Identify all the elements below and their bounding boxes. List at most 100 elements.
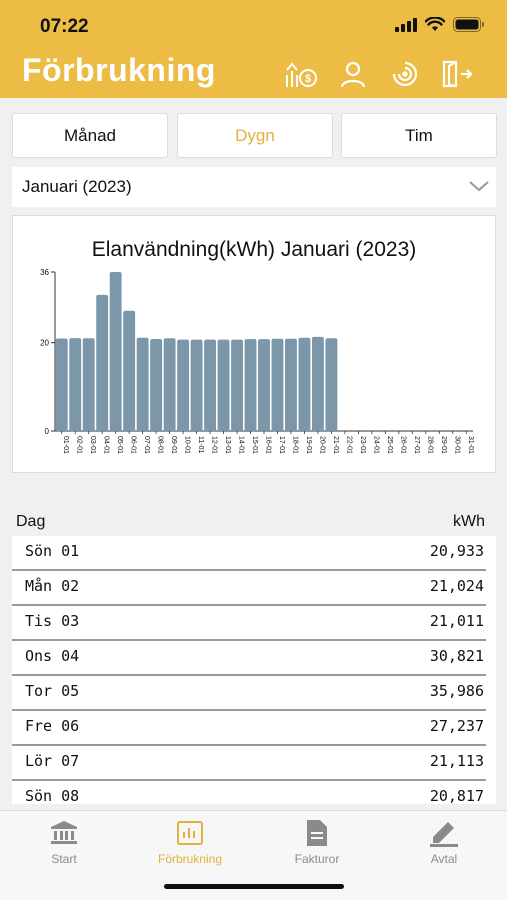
list-item: Tis 03 21,011: [12, 606, 486, 641]
x-tick-label: 31-01: [467, 436, 474, 454]
tab-forbrukning[interactable]: Förbrukning: [135, 819, 245, 866]
x-tick-label: 26-01: [399, 436, 406, 454]
chart-bar: [150, 339, 163, 431]
chart-bar: [190, 339, 203, 431]
chart-bar: [312, 336, 324, 431]
x-tick-label: 03-01: [89, 436, 96, 454]
segment-dygn[interactable]: Dygn: [177, 113, 333, 158]
x-tick-label: 20-01: [318, 436, 325, 454]
segment-tim[interactable]: Tim: [341, 113, 497, 158]
user-icon[interactable]: [336, 58, 370, 90]
column-header-kwh: kWh: [453, 513, 485, 530]
x-tick-label: 08-01: [157, 436, 164, 454]
x-tick-label: 29-01: [440, 436, 447, 454]
x-tick-label: 28-01: [426, 436, 433, 454]
row-value: 35,986: [429, 682, 484, 700]
row-day: Sön 08: [25, 787, 80, 804]
x-tick-label: 30-01: [453, 436, 460, 454]
home-indicator: [164, 884, 344, 889]
status-icons: [395, 17, 485, 32]
list-item: Lör 07 21,113: [12, 746, 486, 781]
row-day: Mån 02: [25, 577, 80, 595]
row-value: 21,011: [429, 612, 484, 630]
battery-icon: [453, 17, 484, 32]
x-tick-label: 05-01: [116, 436, 123, 454]
tab-label-fakturor: Fakturor: [294, 852, 340, 866]
x-tick-label: 15-01: [251, 436, 258, 454]
period-select[interactable]: Januari (2023): [12, 167, 496, 207]
chart-bar: [244, 339, 257, 431]
location-swirl-icon[interactable]: [388, 58, 422, 90]
chart-card: Elanvändning(kWh) Januari (2023) 0 20 36 01…: [12, 215, 496, 473]
row-day: Ons 04: [25, 647, 80, 665]
document-icon: [307, 820, 327, 846]
page-title: Förbrukning: [22, 52, 216, 88]
list-item: Ons 04 30,821: [12, 641, 486, 676]
row-day: Tis 03: [25, 612, 80, 630]
column-header-day: Dag: [16, 513, 46, 530]
y-tick-label: 20: [40, 339, 49, 348]
pen-icon: [430, 822, 458, 847]
price-up-coin-icon[interactable]: $: [284, 58, 318, 90]
x-tick-label: 10-01: [184, 436, 191, 454]
status-time: 07:22: [40, 16, 89, 37]
row-value: 21,113: [429, 752, 484, 770]
x-tick-label: 09-01: [170, 436, 177, 454]
row-value: 20,817: [429, 787, 484, 804]
chart-bar: [163, 338, 176, 431]
row-value: 20,933: [429, 542, 484, 560]
row-day: Tor 05: [25, 682, 80, 700]
x-tick-label: 27-01: [413, 436, 420, 454]
x-tick-label: 22-01: [345, 436, 352, 454]
x-tick-label: 06-01: [130, 436, 137, 454]
chart-bar: [69, 338, 82, 431]
consumption-bar-chart: 0 20 36 01-01 02-01 03-01 04-01 05-01 06-01 07-01…: [40, 268, 474, 454]
tab-label-avtal: Avtal: [430, 852, 458, 866]
tab-label-forbrukning: Förbrukning: [157, 852, 223, 866]
x-tick-label: 13-01: [224, 436, 231, 454]
tab-label-start: Start: [51, 852, 77, 866]
x-tick-label: 25-01: [386, 436, 393, 454]
x-tick-label: 17-01: [278, 436, 285, 454]
x-tick-label: 16-01: [265, 436, 272, 454]
table-header: Dag kWh: [0, 510, 507, 534]
chart-title: Elanvändning(kWh) Januari (2023): [91, 238, 417, 261]
bar-chart-icon: [177, 821, 203, 845]
segment-manad[interactable]: Månad: [12, 113, 168, 158]
x-tick-label: 24-01: [372, 436, 379, 454]
wifi-icon: [425, 17, 445, 31]
logout-door-icon[interactable]: [440, 58, 474, 90]
row-day: Sön 01: [25, 542, 80, 560]
chart-bar: [82, 338, 95, 431]
row-day: Fre 06: [25, 717, 80, 735]
x-tick-label: 23-01: [359, 436, 366, 454]
y-tick-label: 36: [40, 268, 49, 277]
chart-bar: [136, 337, 149, 431]
consumption-list[interactable]: Sön 01 20,933 Mån 02 21,024 Tis 03 21,011 O…: [12, 536, 496, 804]
x-tick-label: 19-01: [305, 436, 312, 454]
chart-bar: [96, 294, 109, 431]
chart-bar: [177, 339, 190, 431]
chart-bar: [204, 339, 216, 431]
svg-text:$: $: [305, 73, 311, 85]
tab-avtal[interactable]: Avtal: [389, 819, 499, 866]
tab-start[interactable]: Start: [9, 819, 119, 866]
chart-bar: [271, 338, 284, 431]
chart-bar: [258, 339, 270, 431]
signal-icon: [395, 17, 417, 32]
chevron-down-icon: [469, 181, 489, 192]
row-value: 21,024: [429, 577, 484, 595]
x-tick-label: 14-01: [238, 436, 245, 454]
row-day: Lör 07: [25, 752, 80, 770]
app-header: 07:22 Förbrukning $: [0, 0, 507, 98]
chart-bar: [231, 339, 243, 431]
chart-bar: [285, 338, 297, 431]
tab-fakturor[interactable]: Fakturor: [262, 819, 372, 866]
x-tick-label: 18-01: [291, 436, 298, 454]
chart-bar: [109, 272, 122, 431]
y-tick-label: 0: [45, 427, 50, 436]
x-tick-label: 21-01: [332, 436, 339, 454]
x-tick-label: 04-01: [103, 436, 110, 454]
chart-bar: [55, 338, 68, 431]
list-item: Sön 01 20,933: [12, 536, 486, 571]
